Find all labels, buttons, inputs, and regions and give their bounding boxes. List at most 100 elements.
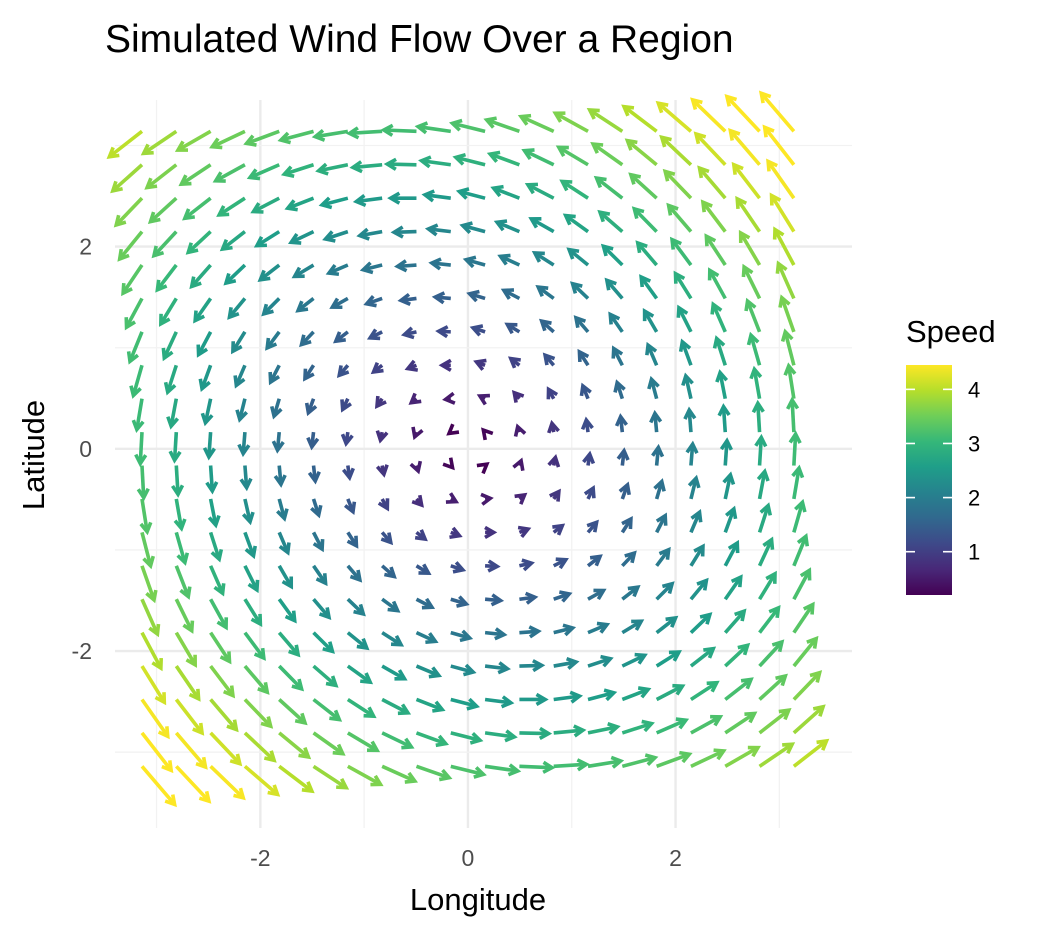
wind-arrow	[131, 398, 145, 434]
arrow-shaft	[690, 749, 725, 768]
wind-arrow	[792, 533, 810, 567]
speed-legend: Speed 1 2 3 4	[906, 314, 996, 595]
wind-arrow	[455, 187, 486, 200]
wind-arrow	[435, 325, 451, 339]
arrow-shaft	[455, 155, 486, 167]
wind-arrow	[469, 324, 486, 337]
arrow-head	[635, 240, 648, 254]
wind-arrow	[792, 704, 826, 735]
arrow-shaft	[324, 229, 349, 241]
arrow-shaft	[486, 118, 520, 134]
arrow-head	[655, 512, 668, 526]
arrow-head	[613, 379, 626, 393]
arrow-shaft	[592, 142, 624, 167]
arrow-shaft	[280, 129, 315, 142]
wind-arrow	[243, 764, 281, 797]
wind-arrow	[140, 598, 161, 638]
wind-arrow	[397, 292, 417, 306]
wind-arrow	[507, 356, 521, 369]
arrow-head	[524, 182, 539, 195]
arrow-shaft	[415, 697, 443, 712]
wind-arrow	[758, 570, 777, 601]
wind-arrow	[349, 160, 383, 174]
arrow-head	[387, 191, 401, 205]
arrow-head	[542, 760, 556, 774]
arrow-shaft	[318, 163, 349, 173]
arrow-head	[121, 282, 133, 297]
wind-arrow	[655, 512, 668, 534]
arrow-shaft	[114, 196, 144, 227]
arrow-head	[360, 672, 374, 685]
arrow-head	[469, 731, 484, 745]
arrow-shaft	[111, 163, 144, 193]
wind-arrow	[124, 297, 144, 331]
arrow-shaft	[757, 505, 770, 533]
arrow-head	[161, 760, 174, 774]
arrow-head	[383, 157, 397, 171]
wind-arrow	[113, 196, 144, 228]
arrow-head	[298, 746, 312, 760]
arrow-head	[668, 650, 682, 662]
wind-arrow	[621, 652, 648, 668]
arrow-head	[299, 334, 312, 348]
wind-arrow	[415, 631, 439, 645]
wind-arrow	[381, 697, 412, 716]
arrow-shaft	[673, 272, 693, 300]
arrow-shaft	[155, 263, 178, 291]
wind-arrow	[174, 665, 201, 702]
arrow-head	[532, 659, 546, 673]
arrow-head	[645, 341, 658, 356]
arrow-head	[659, 134, 672, 148]
arrow-shaft	[121, 264, 144, 295]
arrow-head	[341, 467, 355, 482]
wind-arrow	[758, 90, 796, 133]
wind-arrow	[621, 753, 659, 769]
arrow-shaft	[209, 698, 238, 731]
wind-arrow	[415, 764, 453, 782]
arrow-head	[442, 457, 455, 471]
arrow-shaft	[174, 598, 194, 632]
arrow-shaft	[283, 163, 315, 176]
arrow-head	[731, 161, 744, 175]
wind-arrow	[140, 531, 155, 570]
arrow-head	[737, 642, 751, 656]
wind-arrow	[299, 330, 315, 348]
arrow-head	[322, 641, 335, 654]
arrow-head	[247, 579, 260, 594]
wind-arrow	[749, 365, 763, 400]
arrow-shaft	[458, 189, 486, 200]
arrow-shaft	[687, 409, 693, 433]
arrow-shaft	[484, 697, 512, 705]
wind-arrow	[655, 546, 671, 567]
arrow-head	[535, 284, 549, 297]
wind-arrow	[604, 277, 624, 300]
arrow-shaft	[757, 538, 774, 567]
arrow-head	[741, 263, 754, 278]
wind-arrow	[762, 124, 796, 166]
arrow-shaft	[621, 687, 649, 702]
arrow-head	[786, 396, 800, 410]
arrow-shaft	[208, 531, 221, 560]
arrow-shaft	[349, 129, 383, 136]
arrow-head	[445, 492, 460, 504]
wind-arrow	[528, 217, 555, 234]
arrow-head	[202, 447, 216, 461]
arrow-head	[435, 734, 450, 748]
arrow-head	[375, 464, 389, 478]
arrow-shaft	[209, 664, 235, 697]
x-axis-label: Longitude	[410, 882, 546, 917]
arrow-head	[442, 391, 456, 405]
arrow-head	[231, 341, 243, 355]
arrow-shaft	[792, 434, 798, 466]
arrow-shaft	[140, 731, 173, 772]
arrow-shaft	[152, 230, 178, 257]
arrow-head	[473, 358, 487, 371]
wind-arrow	[553, 623, 577, 637]
arrow-head	[164, 794, 177, 808]
arrow-head	[565, 656, 580, 670]
arrow-shaft	[554, 111, 589, 133]
wind-arrow	[553, 758, 590, 772]
arrow-head	[683, 406, 697, 420]
arrow-layer	[106, 90, 830, 808]
wind-arrow	[728, 127, 761, 166]
